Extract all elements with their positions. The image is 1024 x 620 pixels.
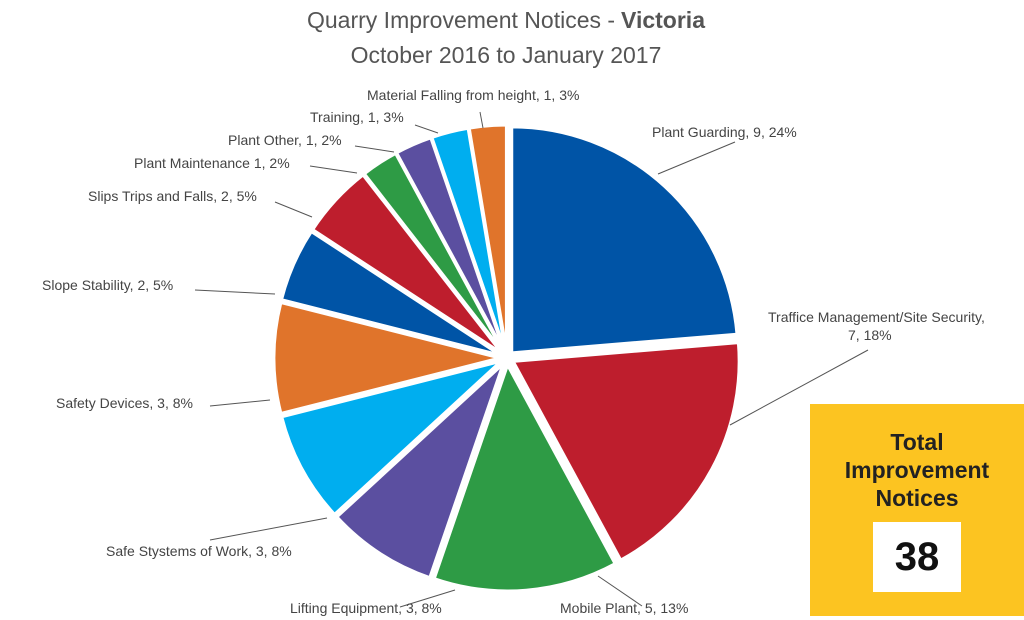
total-value: 38 [873, 522, 961, 592]
slice-label: Lifting Equipment, 3, 8% [290, 600, 442, 616]
slice-label: Training, 1, 3% [310, 109, 404, 125]
total-label: Total Improvement Notices [844, 429, 990, 511]
slice-label: Traffice Management/Site Security, 7, 18% [768, 309, 985, 343]
pie-slice [310, 172, 504, 355]
slice-label: Safety Devices, 3, 8% [56, 395, 193, 411]
label-line: Slope Stability, 2, 5% [42, 277, 173, 293]
leader-line [309, 165, 358, 174]
label-line: Plant Guarding, 9, 24% [652, 124, 797, 140]
leader-line [657, 141, 736, 175]
label-line: Slips Trips and Falls, 2, 5% [88, 188, 257, 204]
label-line: 7, 18% [848, 327, 892, 343]
title-bold: Victoria [621, 7, 705, 33]
label-line: Safe Stystems of Work, 3, 8% [106, 543, 292, 559]
pie-slice [272, 300, 501, 416]
slice-label: Slope Stability, 2, 5% [42, 277, 173, 293]
total-box: Total Improvement Notices 38 [810, 404, 1024, 616]
slice-label: Safe Stystems of Work, 3, 8% [106, 543, 292, 559]
slice-label: Slips Trips and Falls, 2, 5% [88, 188, 257, 204]
label-line: Training, 1, 3% [310, 109, 404, 125]
leader-line [399, 589, 456, 608]
leader-line [729, 349, 869, 426]
label-line: Plant Maintenance 1, 2% [134, 155, 290, 171]
label-line: Traffice Management/Site Security, [768, 309, 985, 325]
leader-line [209, 399, 271, 407]
leader-line [209, 517, 328, 541]
label-line: Material Falling from height, 1, 3% [367, 87, 579, 103]
leader-line [597, 575, 643, 607]
title-text: Quarry Improvement Notices - [307, 7, 615, 33]
chart-subtitle: October 2016 to January 2017 [351, 42, 662, 68]
pie-slice [279, 229, 502, 357]
slice-label: Plant Maintenance 1, 2% [134, 155, 290, 171]
leader-line [274, 201, 313, 218]
pie-slice [467, 123, 508, 352]
pie-slice [334, 362, 505, 580]
slice-label: Mobile Plant, 5, 13% [560, 600, 688, 616]
label-line: Mobile Plant, 5, 13% [560, 600, 688, 616]
leader-line [194, 289, 276, 295]
label-line: Safety Devices, 3, 8% [56, 395, 193, 411]
slice-label: Plant Other, 1, 2% [228, 132, 342, 148]
label-line: Lifting Equipment, 3, 8% [290, 600, 442, 616]
pie-slice [279, 359, 502, 517]
pie-slice [432, 361, 618, 593]
leader-line [479, 111, 484, 129]
slice-label: Plant Guarding, 9, 24% [652, 124, 797, 140]
slice-label: Material Falling from height, 1, 3% [367, 87, 579, 103]
leader-line [354, 145, 395, 153]
leader-line [414, 124, 439, 134]
pie-slice [510, 125, 739, 355]
pie-slice [510, 341, 741, 563]
label-line: Plant Other, 1, 2% [228, 132, 342, 148]
chart-title: Quarry Improvement Notices - Victoria [307, 7, 705, 33]
